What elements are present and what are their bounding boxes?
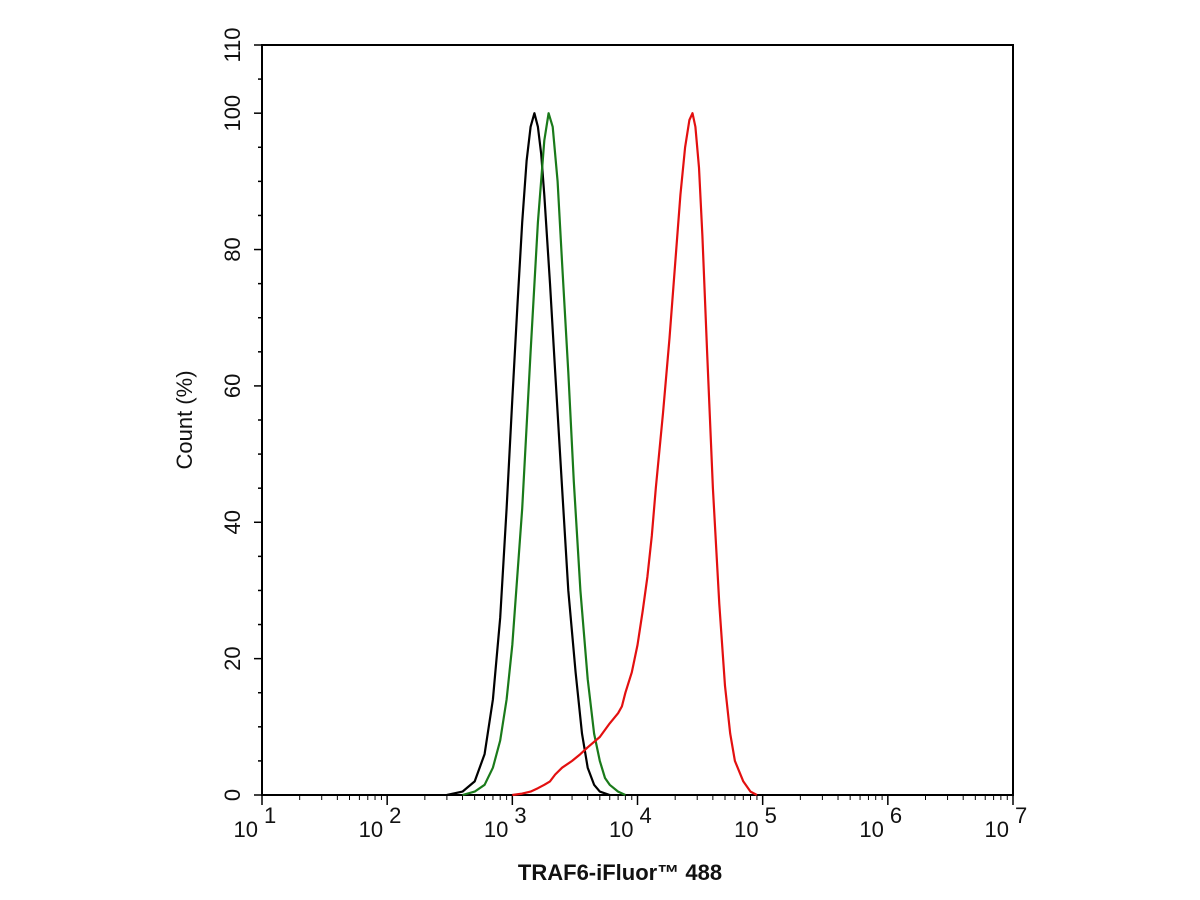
x-axis-title: TRAF6-iFluor™ 488 xyxy=(518,860,722,885)
x-tick-base: 10 xyxy=(359,817,383,842)
y-tick-label: 100 xyxy=(220,95,245,132)
y-tick-label: 60 xyxy=(220,374,245,398)
series-line-3 xyxy=(512,112,758,797)
y-axis-title: Count (%) xyxy=(172,370,197,469)
x-tick-label: 107 xyxy=(985,803,1028,842)
series-line-1 xyxy=(446,112,611,797)
plot-frame xyxy=(261,44,1014,796)
x-tick-base: 10 xyxy=(484,817,508,842)
x-tick-exponent: 6 xyxy=(890,803,902,828)
series-line-2 xyxy=(462,112,626,797)
y-tick-label: 20 xyxy=(220,646,245,670)
x-tick-label: 102 xyxy=(359,803,402,842)
y-tick-label: 0 xyxy=(220,789,245,801)
y-tick-label: 40 xyxy=(220,510,245,534)
x-tick-base: 10 xyxy=(734,817,758,842)
x-tick-base: 10 xyxy=(609,817,633,842)
x-tick-exponent: 1 xyxy=(264,803,276,828)
y-axis: 0 20 40 60 80 100 110 xyxy=(220,27,262,801)
x-tick-exponent: 3 xyxy=(514,803,526,828)
x-tick-exponent: 2 xyxy=(389,803,401,828)
x-tick-exponent: 5 xyxy=(765,803,777,828)
x-tick-exponent: 7 xyxy=(1015,803,1027,828)
x-tick-label: 103 xyxy=(484,803,527,842)
y-tick-label: 110 xyxy=(220,27,245,62)
x-tick-label: 10 4 xyxy=(609,803,652,842)
x-tick-label: 101 xyxy=(234,803,277,842)
x-tick-base: 10 xyxy=(859,817,883,842)
y-tick-label: 80 xyxy=(220,237,245,261)
x-tick-label: 10 5 xyxy=(734,803,777,842)
x-tick-exponent: 4 xyxy=(640,803,652,828)
x-tick-base: 10 xyxy=(234,817,258,842)
x-tick-base: 10 xyxy=(985,817,1009,842)
series-group xyxy=(446,112,758,797)
x-tick-label: 10 6 xyxy=(859,803,902,842)
